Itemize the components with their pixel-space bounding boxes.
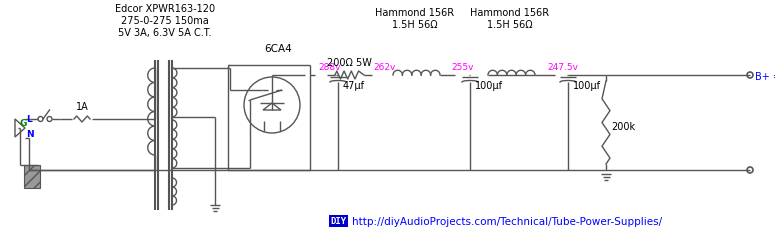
Text: G: G bbox=[19, 119, 26, 128]
Text: 1.5H 56Ω: 1.5H 56Ω bbox=[392, 20, 438, 30]
Text: 247.5v: 247.5v bbox=[547, 63, 578, 72]
Text: 100μf: 100μf bbox=[475, 81, 503, 91]
FancyBboxPatch shape bbox=[329, 216, 347, 227]
Text: 6CA4: 6CA4 bbox=[264, 44, 291, 54]
Text: L: L bbox=[26, 115, 32, 124]
Text: 1.5H 56Ω: 1.5H 56Ω bbox=[487, 20, 533, 30]
Text: 275-0-275 150ma: 275-0-275 150ma bbox=[121, 16, 209, 26]
Text: 100μf: 100μf bbox=[573, 81, 601, 91]
Text: B+ = 247v: B+ = 247v bbox=[755, 72, 775, 82]
Polygon shape bbox=[15, 119, 25, 137]
Text: 200Ω 5W: 200Ω 5W bbox=[327, 58, 372, 68]
Text: Hammond 156R: Hammond 156R bbox=[375, 8, 455, 18]
Text: 47μf: 47μf bbox=[343, 81, 365, 91]
Text: 1A: 1A bbox=[76, 102, 88, 112]
Text: 288v: 288v bbox=[318, 63, 340, 72]
Text: 262v: 262v bbox=[373, 63, 395, 72]
Bar bbox=[24, 165, 40, 188]
Text: Hammond 156R: Hammond 156R bbox=[470, 8, 549, 18]
Text: DIY: DIY bbox=[330, 217, 346, 226]
Text: Edcor XPWR163-120: Edcor XPWR163-120 bbox=[115, 4, 215, 14]
Text: N: N bbox=[26, 130, 33, 139]
Text: 5V 3A, 6.3V 5A C.T.: 5V 3A, 6.3V 5A C.T. bbox=[119, 28, 212, 38]
Text: 255v: 255v bbox=[451, 63, 474, 72]
Text: 200k: 200k bbox=[611, 122, 636, 131]
Text: http://diyAudioProjects.com/Technical/Tube-Power-Supplies/: http://diyAudioProjects.com/Technical/Tu… bbox=[352, 217, 662, 227]
Polygon shape bbox=[263, 103, 281, 110]
